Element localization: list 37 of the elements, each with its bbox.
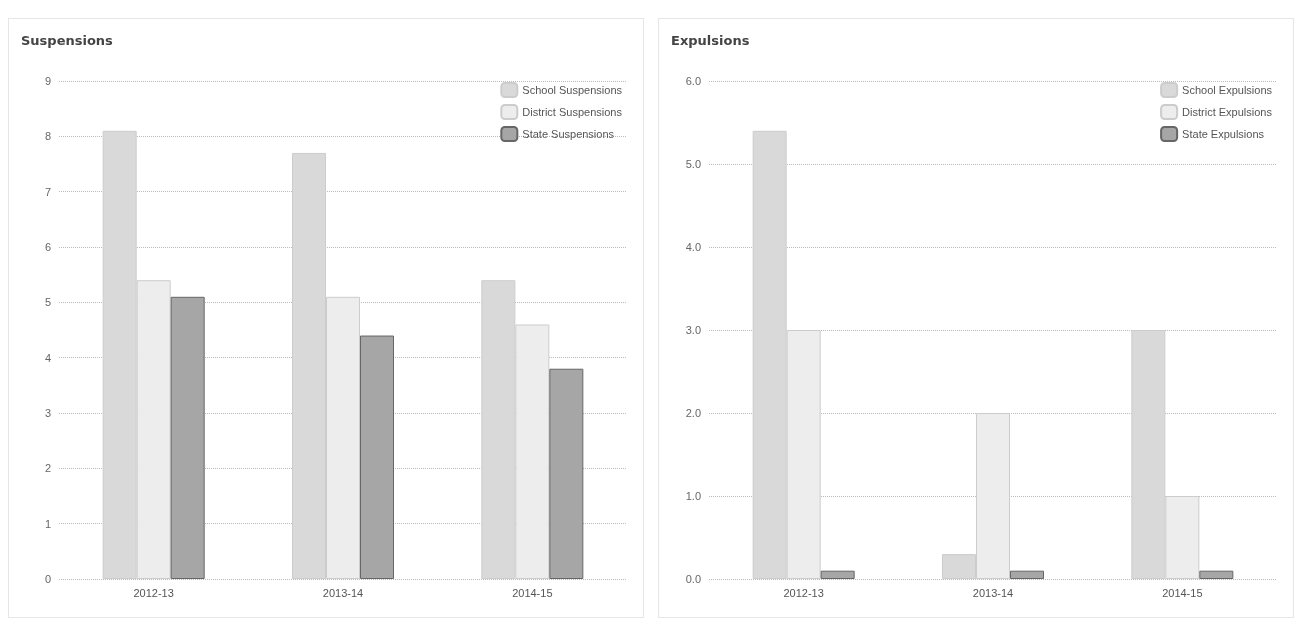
chart-title: Suspensions [21, 33, 113, 48]
y-tick-label: 0 [44, 573, 51, 585]
y-tick-label: 1 [44, 517, 51, 530]
bar [170, 296, 205, 579]
y-tick-label: 2.0 [685, 407, 701, 419]
bar [360, 335, 394, 579]
y-tick-label: 8 [44, 130, 51, 143]
y-tick-label: 4.0 [685, 241, 701, 253]
x-tick-label: 2014-15 [1162, 586, 1203, 599]
legend-label: State Expulsions [1182, 128, 1265, 140]
legend-label: School Suspensions [522, 84, 623, 96]
y-tick-label: 6.0 [685, 75, 701, 87]
y-tick-label: 2 [44, 462, 51, 475]
y-tick-label: 3.0 [685, 324, 701, 336]
legend-label: State Suspensions [522, 128, 615, 140]
bar [820, 570, 855, 579]
x-tick-label: 2013-14 [972, 586, 1014, 599]
x-tick-label: 2012-13 [133, 586, 174, 599]
bar [1010, 570, 1044, 579]
bar [549, 368, 584, 579]
y-tick-label: 3 [44, 407, 51, 419]
y-tick-label: 0.0 [685, 573, 701, 585]
legend-label: School Expulsions [1182, 84, 1273, 96]
legend-label: District Expulsions [1182, 106, 1273, 118]
y-tick-label: 6 [44, 241, 51, 253]
chart-title: Expulsions [671, 33, 750, 48]
x-tick-label: 2012-13 [783, 586, 824, 599]
legend-label: District Suspensions [522, 106, 623, 118]
y-tick-label: 7 [44, 185, 51, 198]
y-tick-label: 9 [44, 75, 51, 87]
y-tick-label: 4 [44, 351, 51, 364]
x-tick-label: 2014-15 [512, 586, 553, 599]
y-tick-label: 1.0 [685, 490, 701, 502]
y-tick-label: 5.0 [685, 158, 701, 170]
x-tick-label: 2013-14 [322, 586, 364, 599]
y-tick-label: 5 [44, 296, 51, 309]
bar [1199, 570, 1234, 579]
